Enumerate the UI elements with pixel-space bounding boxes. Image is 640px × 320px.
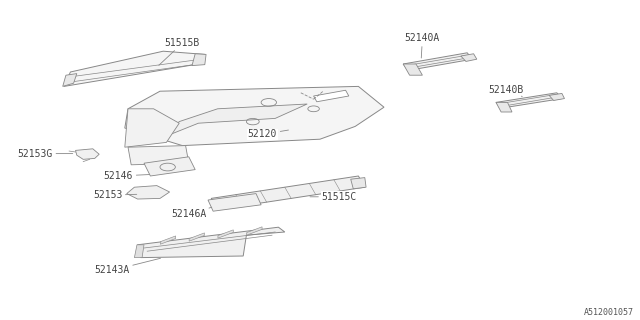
Polygon shape — [134, 245, 144, 258]
Polygon shape — [76, 149, 99, 159]
Polygon shape — [189, 233, 205, 241]
Text: 51515C: 51515C — [310, 192, 357, 202]
Polygon shape — [218, 230, 234, 238]
Polygon shape — [403, 53, 472, 70]
Polygon shape — [128, 146, 189, 165]
Polygon shape — [192, 54, 206, 66]
Polygon shape — [208, 194, 261, 211]
Polygon shape — [125, 109, 179, 147]
Polygon shape — [63, 74, 77, 86]
Polygon shape — [125, 86, 384, 146]
Polygon shape — [314, 90, 349, 102]
Text: 52153: 52153 — [93, 190, 137, 200]
Text: 52140A: 52140A — [404, 33, 440, 58]
Text: 52140B: 52140B — [488, 84, 524, 97]
Polygon shape — [127, 186, 170, 199]
Polygon shape — [403, 64, 422, 75]
Polygon shape — [64, 51, 205, 86]
Polygon shape — [138, 227, 285, 258]
Polygon shape — [549, 93, 564, 100]
Polygon shape — [160, 236, 175, 244]
Text: 51515B: 51515B — [159, 38, 200, 65]
Text: 52146A: 52146A — [171, 207, 212, 220]
Polygon shape — [351, 178, 366, 189]
Text: 52146: 52146 — [104, 171, 150, 181]
Polygon shape — [496, 102, 512, 112]
Polygon shape — [144, 157, 195, 176]
Text: 52143A: 52143A — [94, 258, 161, 276]
Polygon shape — [166, 104, 307, 136]
Text: 52120: 52120 — [248, 129, 289, 140]
Polygon shape — [211, 176, 365, 210]
Text: 52153G: 52153G — [17, 148, 73, 159]
Polygon shape — [461, 54, 477, 61]
Text: A512001057: A512001057 — [584, 308, 634, 317]
Polygon shape — [496, 93, 562, 108]
Polygon shape — [246, 227, 262, 235]
